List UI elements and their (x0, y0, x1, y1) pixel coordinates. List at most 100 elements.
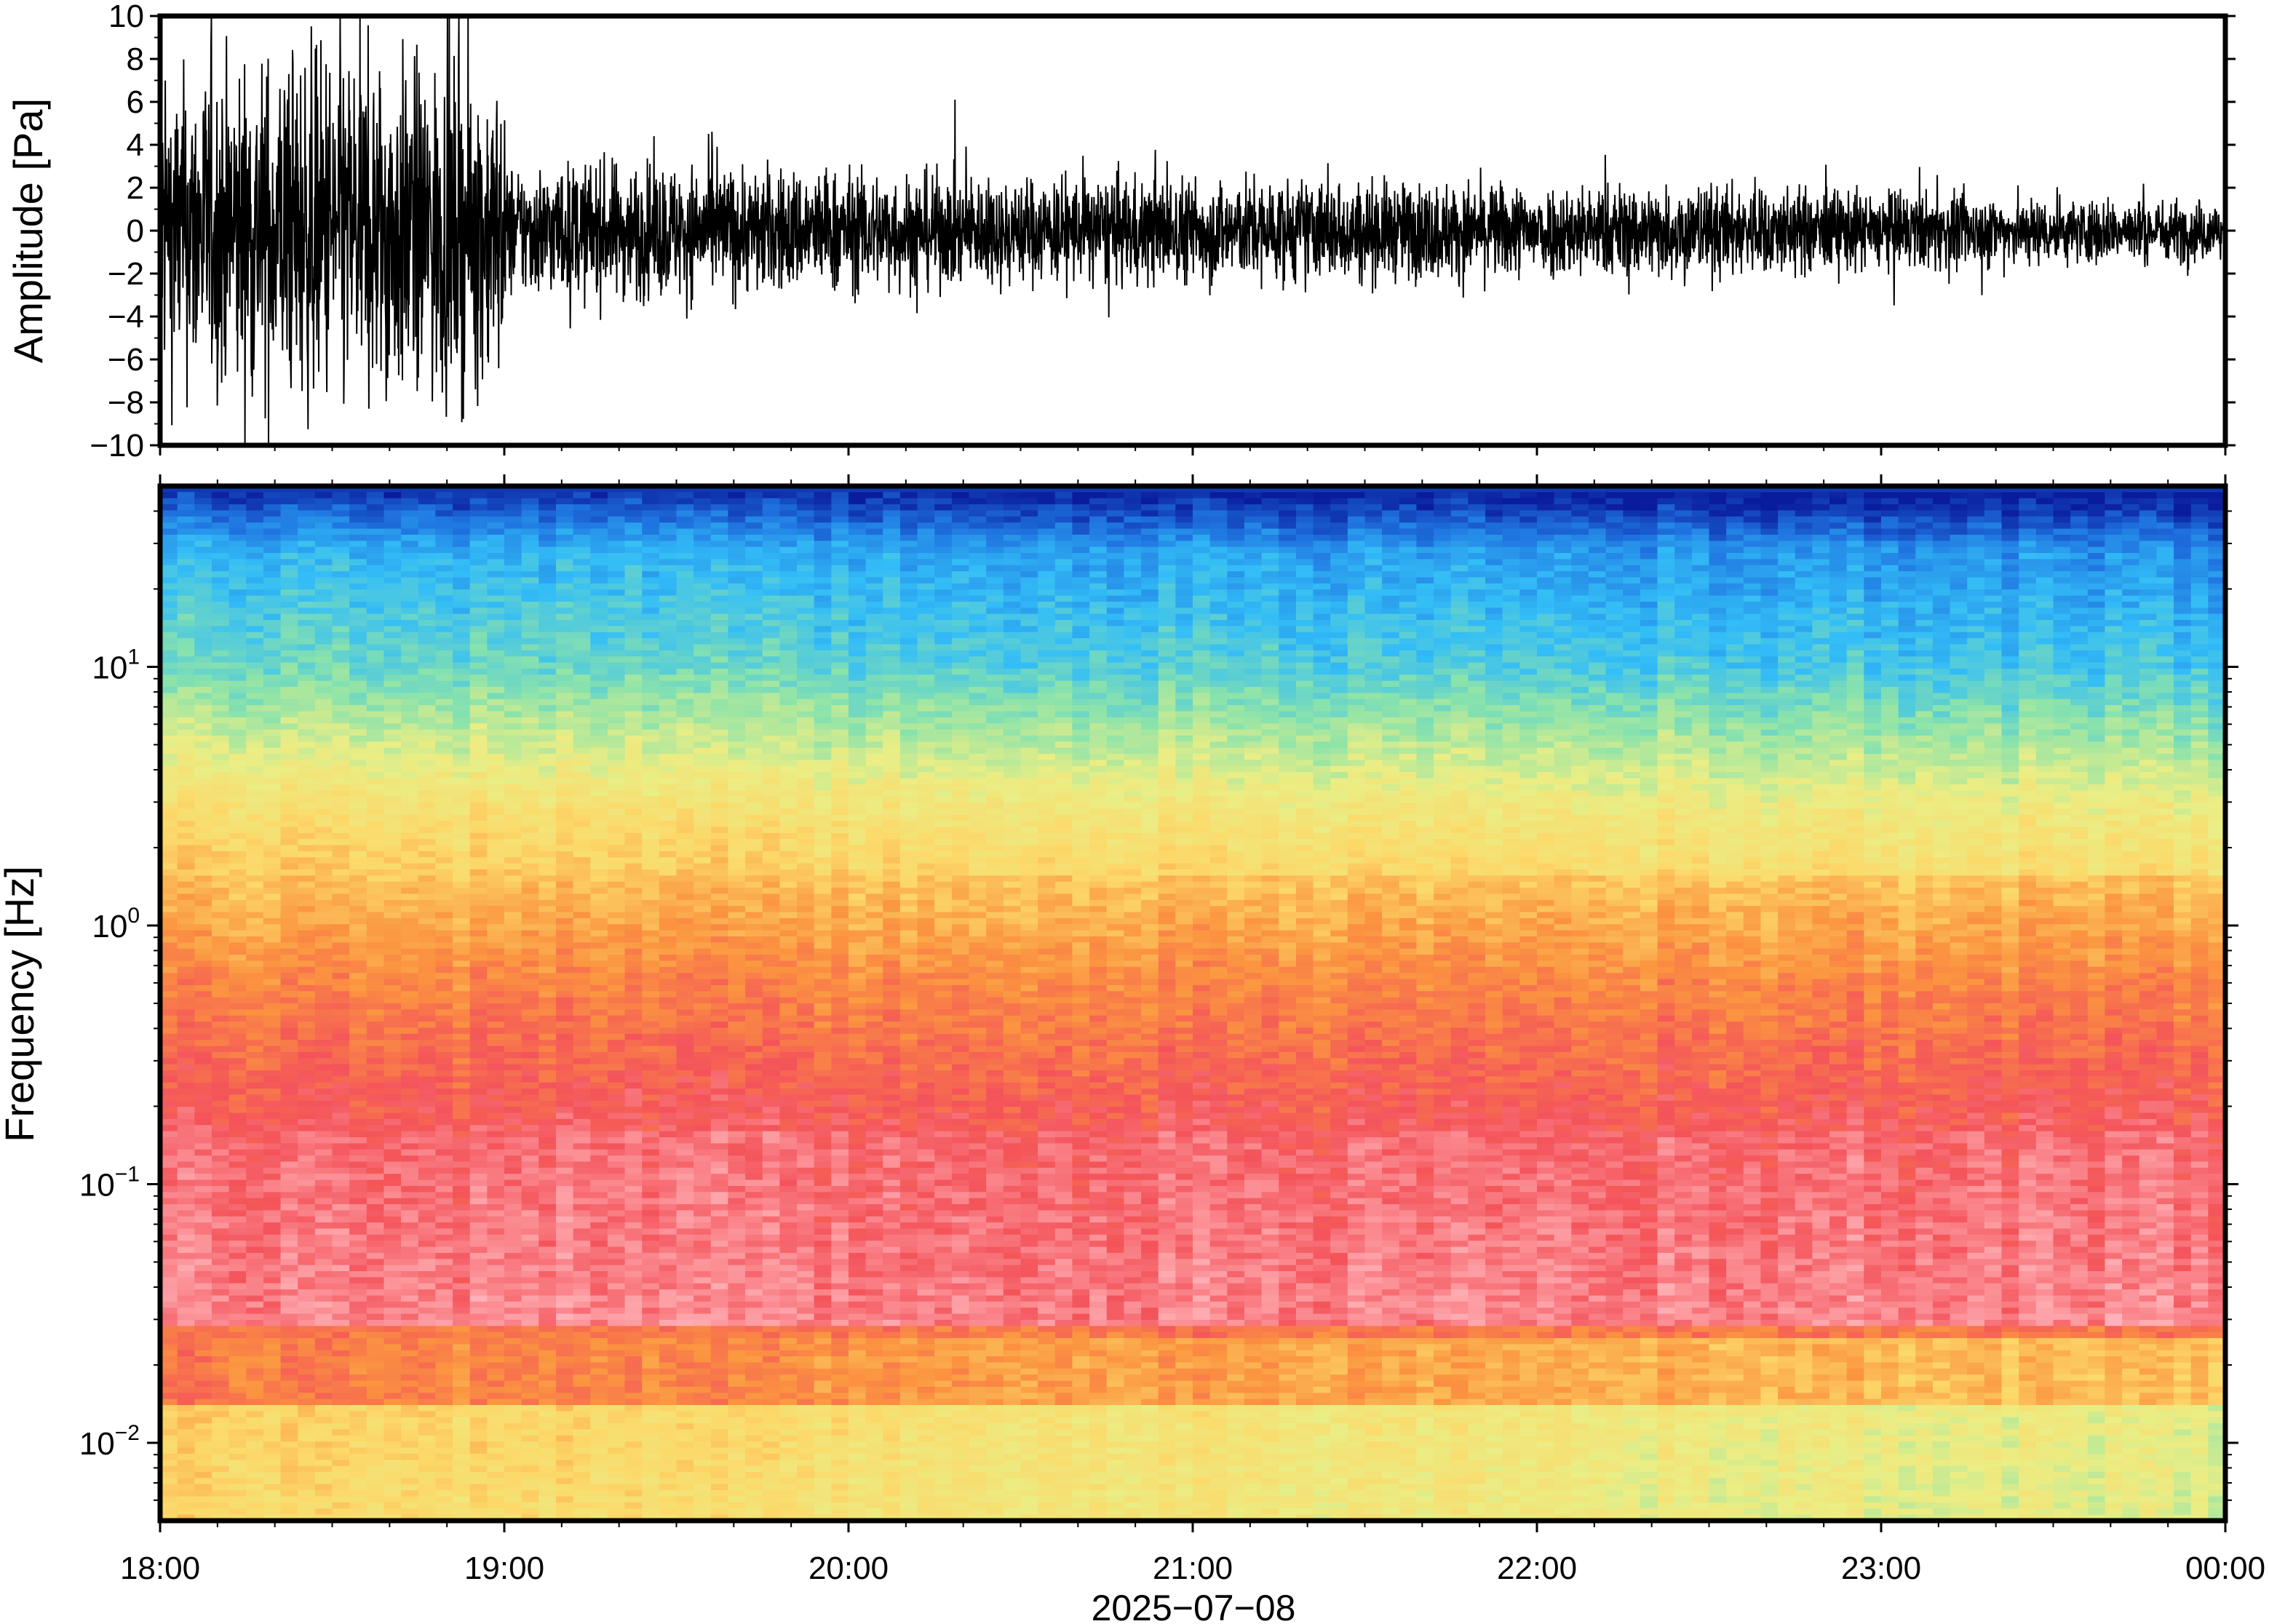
spectrogram-cell (246, 1235, 263, 1241)
spectrogram-cell (333, 1478, 350, 1484)
spectrogram-cell (229, 1502, 247, 1509)
spectrogram-cell (160, 790, 178, 797)
spectrogram-cell (590, 1405, 608, 1412)
spectrogram-cell (246, 1472, 263, 1478)
spectrogram-cell (367, 1277, 384, 1283)
spectrogram-cell (194, 748, 212, 755)
spectrogram-cell (522, 1430, 539, 1436)
spectrogram-cell (263, 723, 281, 730)
spectrogram-cell (178, 1441, 195, 1448)
spectrogram-cell (573, 1022, 591, 1028)
spectrogram-cell (435, 504, 453, 511)
spectrogram-cell (315, 748, 333, 755)
spectrogram-cell (212, 748, 229, 755)
spectrogram-cell (453, 650, 470, 657)
spectrogram-cell (522, 1460, 539, 1466)
spectrogram-cell (349, 979, 367, 986)
spectrogram-cell (281, 827, 298, 833)
spectrogram-cell (504, 711, 522, 717)
spectrogram-cell (401, 1088, 418, 1095)
spectrogram-cell (590, 693, 608, 699)
spectrogram-cell (573, 1009, 591, 1016)
spectrogram-cell (590, 924, 608, 931)
spectrogram-cell (539, 1088, 556, 1095)
spectrogram-cell (487, 553, 504, 560)
spectrogram-cell (608, 1009, 625, 1016)
spectrogram-cell (246, 766, 263, 773)
spectrogram-cell (367, 955, 384, 961)
spectrogram-cell (384, 869, 401, 876)
spectrogram-cell (453, 839, 470, 845)
spectrogram-cell (315, 1332, 333, 1339)
spectrogram-cell (470, 960, 488, 967)
spectrogram-cell (556, 1003, 573, 1010)
spectrogram-cell (522, 1332, 539, 1339)
spectrogram-cell (263, 1314, 281, 1321)
spectrogram-cell (453, 1180, 470, 1187)
spectrogram-cell (401, 1107, 418, 1113)
spectrogram-cell (178, 1307, 195, 1314)
spectrogram-cell (298, 1289, 315, 1296)
spectrogram-cell (212, 632, 229, 639)
spectrogram-cell (625, 808, 643, 815)
spectrogram-cell (573, 1034, 591, 1040)
spectrogram-cell (178, 1283, 195, 1290)
spectrogram-cell (349, 687, 367, 693)
spectrogram-cell (281, 736, 298, 742)
spectrogram-cell (539, 498, 556, 505)
spectrogram-cell (487, 681, 504, 688)
spectrogram-cell (435, 1460, 453, 1466)
spectrogram-cell (315, 1070, 333, 1077)
spectrogram-cell (246, 760, 263, 766)
spectrogram-cell (315, 784, 333, 791)
spectrogram-cell (178, 699, 195, 706)
spectrogram-cell (504, 772, 522, 779)
spectrogram-cell (522, 912, 539, 919)
spectrogram-cell (470, 1320, 488, 1326)
spectrogram-cell (435, 1307, 453, 1314)
spectrogram-cell (315, 1259, 333, 1265)
spectrogram-cell (435, 1009, 453, 1016)
spectrogram-cell (522, 893, 539, 900)
spectrogram-cell (539, 589, 556, 596)
spectrogram-cell (522, 1131, 539, 1138)
spectrogram-cell (229, 669, 247, 675)
spectrogram-cell (642, 1125, 659, 1131)
spectrogram-cell (333, 924, 350, 931)
spectrogram-cell (178, 1210, 195, 1217)
spectrogram-cell (504, 833, 522, 840)
spectrogram-cell (608, 1046, 625, 1053)
spectrogram-cell (539, 663, 556, 669)
spectrogram-cell (625, 541, 643, 547)
spectrogram-cell (333, 1168, 350, 1174)
spectrogram-cell (573, 1307, 591, 1314)
spectrogram-cell (539, 1259, 556, 1265)
spectrogram-cell (401, 1027, 418, 1034)
spectrogram-cell (608, 1161, 625, 1168)
spectrogram-cell (178, 1296, 195, 1302)
spectrogram-cell (539, 973, 556, 979)
spectrogram-cell (556, 730, 573, 736)
spectrogram-cell (642, 1022, 659, 1028)
spectrogram-cell (178, 893, 195, 900)
spectrogram-cell (160, 900, 178, 907)
spectrogram-cell (608, 1454, 625, 1460)
spectrogram-cell (178, 1143, 195, 1150)
spectrogram-cell (333, 1320, 350, 1326)
spectrogram-cell (453, 1344, 470, 1350)
spectrogram-cell (246, 1253, 263, 1259)
spectrogram-cell (642, 723, 659, 730)
spectrogram-cell (384, 827, 401, 833)
spectrogram-cell (212, 741, 229, 748)
spectrogram-cell (453, 1369, 470, 1375)
spectrogram-cell (281, 1399, 298, 1406)
spectrogram-cell (263, 1253, 281, 1259)
spectrogram-cell (487, 522, 504, 529)
spectrogram-cell (160, 821, 178, 827)
spectrogram-cell (522, 1113, 539, 1120)
spectrogram-cell (539, 906, 556, 912)
spectrogram-cell (178, 973, 195, 979)
spectrogram-cell (246, 815, 263, 821)
spectrogram-cell (487, 1271, 504, 1278)
spectrogram-cell (281, 949, 298, 955)
